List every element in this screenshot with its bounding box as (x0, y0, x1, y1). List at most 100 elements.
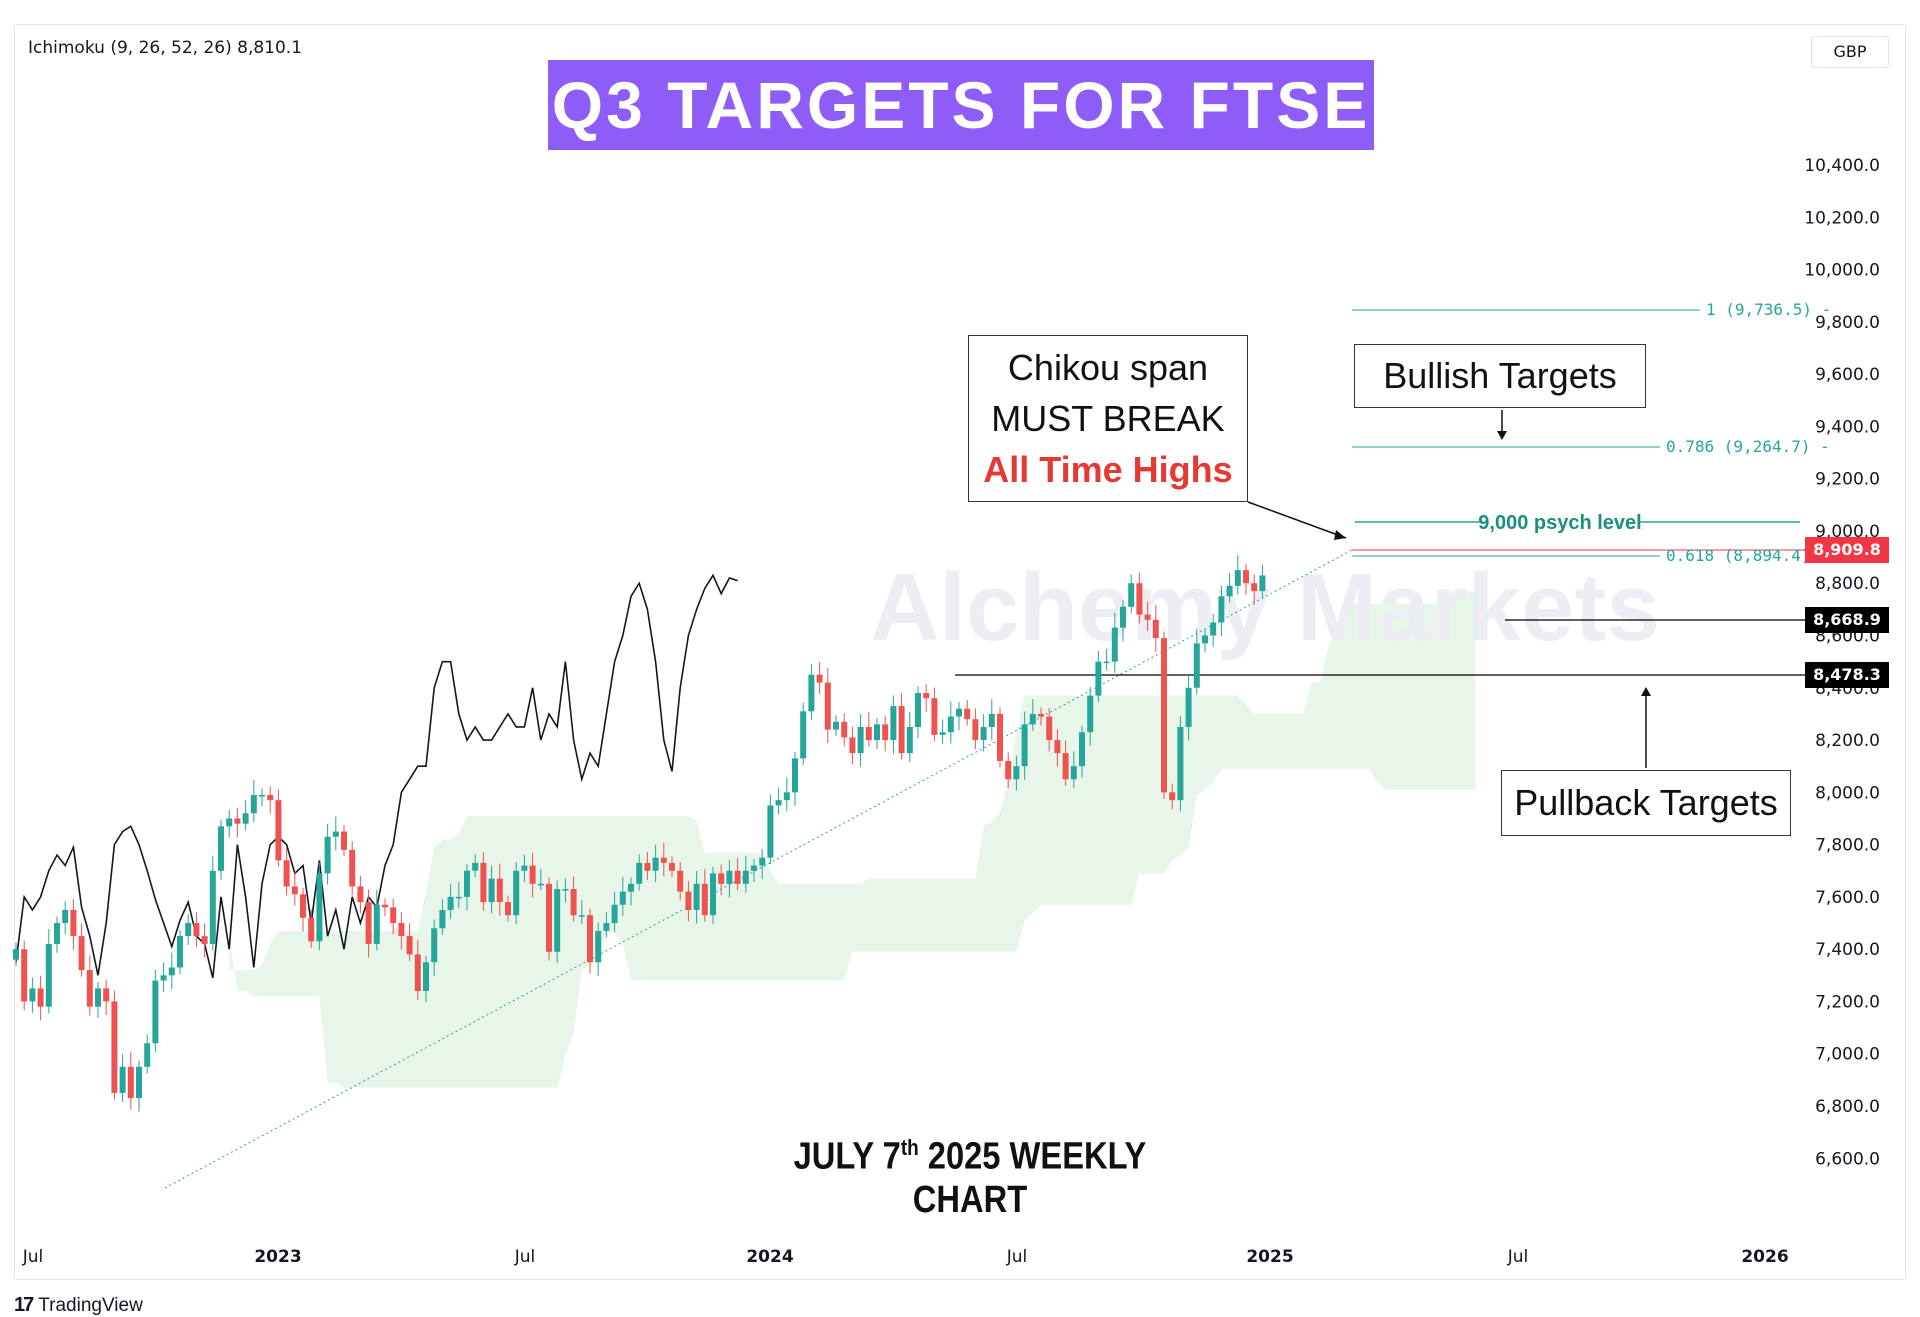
chikou-line-2: MUST BREAK (991, 398, 1225, 439)
candle-body (1144, 614, 1151, 620)
candle-body (898, 706, 905, 754)
candle-body (628, 883, 634, 892)
candle-body (382, 904, 388, 908)
y-tick-label: 7,800.0 (1815, 836, 1880, 856)
candle-body (349, 849, 356, 887)
y-tick-label: 7,600.0 (1815, 888, 1880, 908)
candle-body (275, 800, 282, 861)
candle-body (455, 896, 462, 899)
candle-body (841, 721, 848, 738)
candle-body (324, 836, 331, 874)
tradingview-logo[interactable]: 17 TradingView (14, 1294, 143, 1317)
candle-body (103, 988, 110, 1002)
candle-body (964, 708, 971, 720)
candle-body (119, 1066, 126, 1093)
candle-body (1243, 570, 1249, 584)
candle-body (209, 870, 216, 944)
candle-body (54, 923, 60, 944)
candle-body (1185, 687, 1192, 727)
candle-body (1038, 713, 1044, 717)
y-tick-label: 9,000.0 (1815, 522, 1880, 542)
candle-body (357, 886, 364, 903)
candle-body (619, 891, 626, 905)
candle-body (1202, 635, 1208, 644)
candle-body (464, 870, 470, 897)
candle-body (1128, 583, 1135, 607)
candle-body (997, 713, 1003, 761)
candle-body (1169, 792, 1176, 801)
candle-body (1161, 638, 1167, 793)
candle-body (915, 693, 921, 727)
bullish-arrow-head (1497, 431, 1507, 440)
candle-body (29, 988, 36, 1002)
candle-body (865, 726, 872, 741)
candle-body (882, 724, 889, 741)
y-tick-label: 10,000.0 (1804, 261, 1880, 281)
candle-body (226, 818, 233, 827)
candle-body (1079, 732, 1085, 767)
candle-body (1021, 724, 1028, 767)
candle-body (529, 865, 536, 884)
candle-body (685, 891, 692, 910)
candle-body (701, 883, 708, 916)
candle-body (1062, 753, 1069, 780)
candle-body (578, 915, 585, 917)
candle-body (636, 862, 643, 884)
candle-body (259, 794, 265, 797)
candle-body (767, 805, 774, 858)
candle-body (734, 870, 741, 884)
candle-body (554, 889, 561, 952)
x-tick-label: 2025 (1246, 1247, 1293, 1267)
candle-body (1005, 760, 1012, 780)
x-tick-label: 2024 (746, 1247, 793, 1267)
candle-body (111, 1001, 118, 1093)
candle-body (980, 726, 987, 741)
x-tick-label: Jul (514, 1247, 536, 1267)
price-tag-high: 8,909.8 (1805, 537, 1889, 563)
candle-body (513, 870, 520, 916)
x-tick-label: Jul (22, 1247, 44, 1267)
candle-body (874, 724, 880, 741)
candle-body (1087, 695, 1094, 733)
pullback-arrow-head (1641, 687, 1651, 696)
candle-body (447, 896, 454, 910)
candle-body (1054, 740, 1061, 754)
chikou-line-1: Chikou span (1007, 347, 1209, 388)
tradingview-brand: TradingView (38, 1295, 143, 1316)
candle-body (480, 862, 487, 903)
x-tick-label: 2026 (1741, 1247, 1788, 1267)
y-tick-label: 10,400.0 (1804, 156, 1880, 176)
candle-body (1251, 583, 1258, 592)
candle-body (390, 907, 397, 924)
candle-body (152, 980, 159, 1044)
candle-body (1210, 622, 1217, 636)
candle-body (652, 857, 659, 871)
candle-body (644, 862, 651, 871)
chart-frame (14, 24, 1906, 1280)
candle-body (546, 883, 552, 952)
candle-body (890, 706, 897, 741)
candle-body (13, 949, 19, 960)
watermark-text: Alchemy Markets (870, 554, 1660, 661)
candle-body (168, 967, 175, 976)
candle-body (423, 962, 429, 991)
x-tick-label: 2023 (254, 1247, 301, 1267)
candle-body (45, 943, 52, 1007)
candle-body (972, 719, 979, 741)
candle-body (439, 909, 446, 929)
candle-body (562, 889, 569, 891)
bullish-targets-annotation: Bullish Targets (1354, 344, 1646, 408)
currency-button[interactable]: GBP (1811, 36, 1889, 68)
candle-body (1218, 596, 1225, 623)
candle-body (521, 865, 528, 871)
candle-body (751, 865, 757, 871)
y-tick-label: 9,200.0 (1815, 470, 1880, 490)
candle-body (1226, 585, 1233, 597)
candle-body (611, 904, 618, 924)
candle-body (587, 915, 593, 963)
candle-body (1046, 716, 1053, 741)
candle-body (431, 928, 438, 963)
candle-body (488, 878, 495, 903)
candle-body (1120, 606, 1126, 628)
candle-body (824, 682, 831, 730)
